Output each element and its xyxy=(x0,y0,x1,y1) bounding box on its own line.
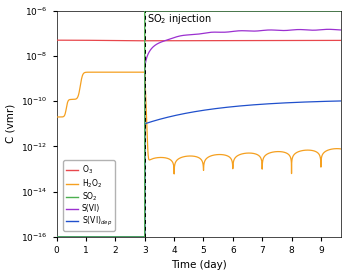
Legend: O$_3$, H$_2$O$_2$, SO$_2$, S(VI), S(VI)$_{dep}$: O$_3$, H$_2$O$_2$, SO$_2$, S(VI), S(VI)$… xyxy=(64,160,115,231)
Y-axis label: C (vmr): C (vmr) xyxy=(6,104,16,144)
X-axis label: Time (day): Time (day) xyxy=(171,261,227,270)
Text: SO$_2$ injection: SO$_2$ injection xyxy=(147,12,212,26)
